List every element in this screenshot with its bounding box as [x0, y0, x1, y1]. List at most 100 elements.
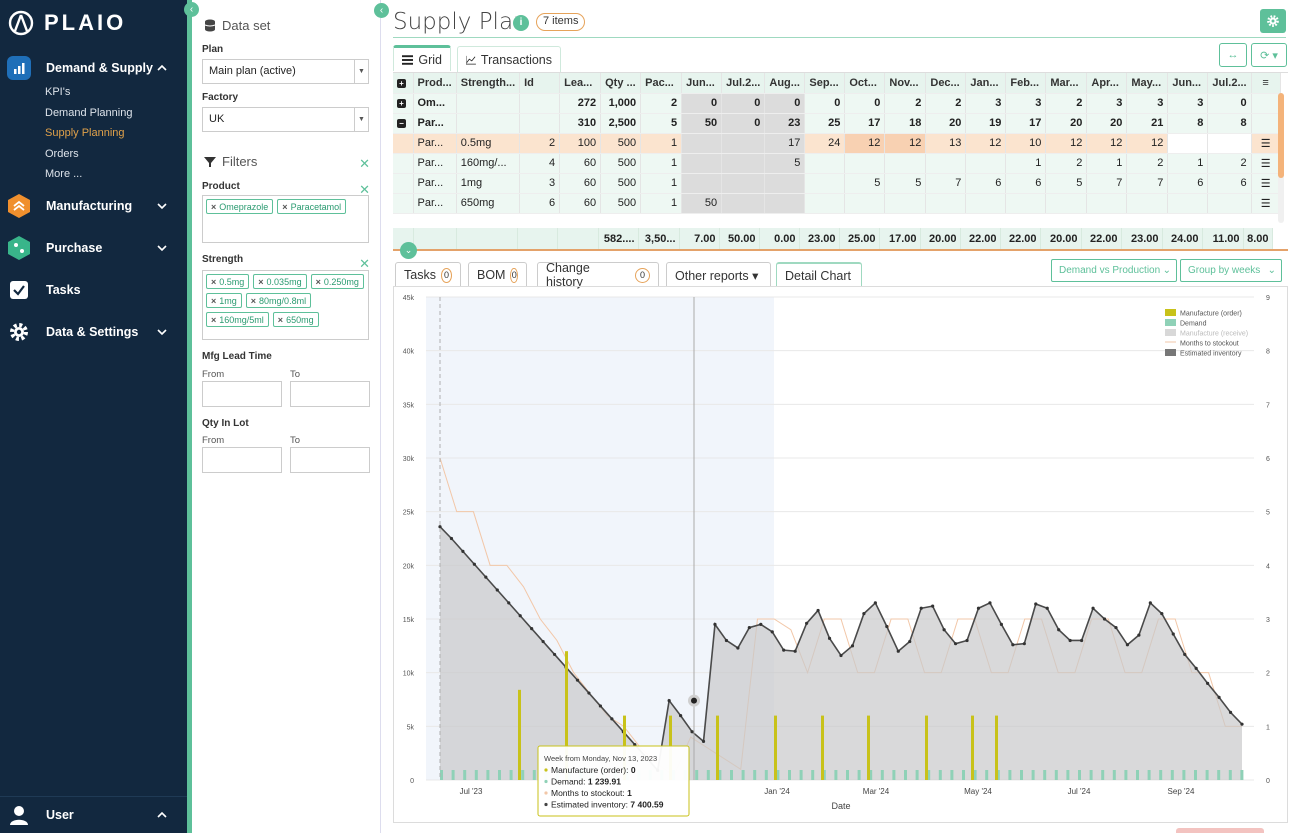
- month-cell[interactable]: [764, 193, 806, 214]
- table-cell[interactable]: Om...: [413, 93, 457, 114]
- col-header[interactable]: Nov...: [884, 73, 927, 94]
- month-cell[interactable]: 12: [1086, 133, 1128, 154]
- nav-head-data-settings[interactable]: Data & Settings: [0, 318, 187, 346]
- month-cell[interactable]: 0: [721, 113, 766, 134]
- table-cell[interactable]: 310: [559, 113, 602, 134]
- month-cell[interactable]: 19: [965, 113, 1007, 134]
- month-cell[interactable]: 0: [1207, 93, 1252, 114]
- tab-change-history[interactable]: Change history 0: [537, 261, 659, 289]
- table-cell[interactable]: [456, 113, 521, 134]
- col-header[interactable]: Strength...: [456, 73, 521, 94]
- month-cell[interactable]: 3: [965, 93, 1007, 114]
- month-cell[interactable]: [844, 193, 886, 214]
- month-cell[interactable]: 12: [844, 133, 886, 154]
- month-cell[interactable]: 5: [884, 173, 927, 194]
- row-expander[interactable]: +: [393, 93, 414, 114]
- pane-splitter[interactable]: [393, 249, 1288, 251]
- month-cell[interactable]: [925, 153, 967, 174]
- month-cell[interactable]: 10: [1005, 133, 1047, 154]
- table-cell[interactable]: 2: [519, 133, 561, 154]
- month-cell[interactable]: 21: [1126, 113, 1169, 134]
- collapse-filters-button[interactable]: ‹: [374, 3, 389, 18]
- tab-detail-chart[interactable]: Detail Chart: [776, 262, 862, 287]
- table-row[interactable]: + Om... 272 1,000 2 0 0 0 0 0 2 2 3 3 2 3 3 3 0: [393, 93, 1281, 114]
- col-header[interactable]: Jun...: [681, 73, 723, 94]
- month-cell[interactable]: [1167, 193, 1209, 214]
- month-cell[interactable]: 2: [925, 93, 967, 114]
- table-cell[interactable]: 1mg: [456, 173, 521, 194]
- tab-transactions[interactable]: Transactions: [457, 46, 561, 72]
- table-row[interactable]: Par... 160mg/... 4 60 500 1 5 1 2 1 2 1 2 ☰: [393, 153, 1281, 174]
- month-cell[interactable]: 7: [925, 173, 967, 194]
- row-menu-icon[interactable]: ☰: [1251, 173, 1281, 194]
- table-cell[interactable]: 60: [559, 193, 602, 214]
- month-cell[interactable]: 20: [1045, 113, 1088, 134]
- table-cell[interactable]: 1: [640, 193, 683, 214]
- month-cell[interactable]: [884, 153, 927, 174]
- month-cell[interactable]: [721, 193, 766, 214]
- factory-select[interactable]: UK ▼: [202, 107, 369, 132]
- month-cell[interactable]: [681, 153, 723, 174]
- plan-select[interactable]: Main plan (active) ▼: [202, 59, 369, 84]
- table-cell[interactable]: 1,000: [600, 93, 642, 114]
- table-cell[interactable]: Par...: [413, 133, 457, 154]
- col-header[interactable]: Qty ...: [600, 73, 642, 94]
- table-cell[interactable]: 2: [640, 93, 683, 114]
- strength-chip[interactable]: × 80mg/0.8ml: [245, 293, 312, 308]
- table-cell[interactable]: [456, 93, 521, 114]
- month-cell[interactable]: [844, 153, 886, 174]
- col-header[interactable]: Apr...: [1086, 73, 1128, 94]
- col-header[interactable]: May...: [1126, 73, 1169, 94]
- month-cell[interactable]: 6: [1005, 173, 1047, 194]
- col-header[interactable]: Mar...: [1045, 73, 1088, 94]
- strength-filter[interactable]: × 0.5mg × 0.035mg × 0.250mg × 1mg × 80mg/0.8m…: [202, 270, 369, 340]
- col-header[interactable]: Id: [519, 73, 561, 94]
- table-cell[interactable]: 500: [600, 153, 642, 174]
- month-cell[interactable]: [1005, 193, 1047, 214]
- month-cell[interactable]: [721, 153, 766, 174]
- col-header[interactable]: Pac...: [640, 73, 683, 94]
- row-menu-icon[interactable]: [1251, 113, 1281, 134]
- chevron-down-icon[interactable]: [155, 199, 169, 213]
- month-cell[interactable]: 17: [844, 113, 886, 134]
- row-expander[interactable]: [393, 133, 414, 154]
- month-cell[interactable]: 3: [1167, 93, 1209, 114]
- table-cell[interactable]: 1: [640, 133, 683, 154]
- month-cell[interactable]: 50: [681, 113, 723, 134]
- month-cell[interactable]: 0: [844, 93, 886, 114]
- chevron-down-icon[interactable]: [155, 241, 169, 255]
- table-cell[interactable]: 1: [640, 153, 683, 174]
- month-cell[interactable]: [1207, 193, 1252, 214]
- table-cell[interactable]: 160mg/...: [456, 153, 521, 174]
- month-cell[interactable]: [925, 193, 967, 214]
- month-cell[interactable]: 7: [1086, 173, 1128, 194]
- mfg-from-input[interactable]: [202, 381, 282, 407]
- col-header[interactable]: Lea...: [559, 73, 602, 94]
- month-cell[interactable]: 17: [764, 133, 806, 154]
- table-cell[interactable]: 0.5mg: [456, 133, 521, 154]
- month-cell[interactable]: [681, 173, 723, 194]
- grid-scrollbar[interactable]: [1278, 93, 1284, 223]
- table-cell[interactable]: 1: [640, 173, 683, 194]
- month-cell[interactable]: [1045, 193, 1088, 214]
- month-cell[interactable]: 12: [1126, 133, 1169, 154]
- collapse-nav-button[interactable]: ‹: [184, 2, 199, 17]
- month-cell[interactable]: 3: [1126, 93, 1169, 114]
- logo[interactable]: PLAIO: [8, 10, 126, 36]
- strength-chip[interactable]: × 160mg/5ml: [206, 312, 269, 327]
- refresh-button[interactable]: ⟳ ▾: [1251, 43, 1287, 67]
- col-header[interactable]: Aug...: [764, 73, 806, 94]
- clear-product-icon[interactable]: ✕: [359, 182, 370, 197]
- table-cell[interactable]: Par...: [413, 153, 457, 174]
- month-cell[interactable]: [965, 153, 1007, 174]
- collapse-grid-button[interactable]: ⌄: [400, 242, 417, 259]
- table-cell[interactable]: 500: [600, 193, 642, 214]
- month-cell[interactable]: 20: [1086, 113, 1128, 134]
- table-cell[interactable]: 272: [559, 93, 602, 114]
- scroll-thumb[interactable]: [1278, 93, 1284, 178]
- table-row[interactable]: Par... 0.5mg 2 100 500 1 17 24 12 12 13 12 10 12 12 12 ☰: [393, 133, 1281, 154]
- nav-item-orders[interactable]: Orders: [45, 147, 79, 160]
- chart-view-select[interactable]: Demand vs Production ⌄: [1051, 259, 1177, 282]
- clear-strength-icon[interactable]: ✕: [359, 256, 370, 271]
- month-cell[interactable]: 5: [844, 173, 886, 194]
